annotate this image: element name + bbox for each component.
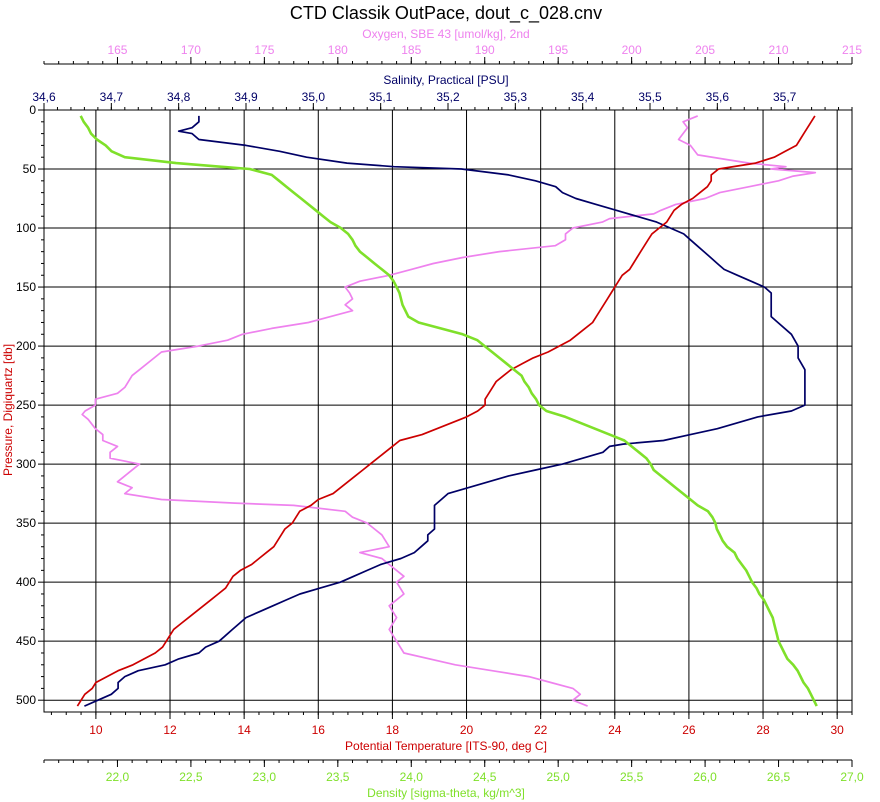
temperature-tick-label: 10 <box>89 723 103 737</box>
density-tick-label: 26,5 <box>767 770 791 784</box>
temperature-tick-label: 26 <box>682 723 696 737</box>
temperature-tick-label: 16 <box>312 723 326 737</box>
oxygen-tick-label: 205 <box>695 43 715 57</box>
data-series <box>76 115 818 707</box>
pressure-tick-label: 400 <box>16 575 36 589</box>
oxygen-tick-label: 170 <box>181 43 201 57</box>
density-tick-label: 24,0 <box>400 770 424 784</box>
density-tick-label: 24,5 <box>473 770 497 784</box>
temperature-axis-title: Potential Temperature [ITS-90, deg C] <box>345 739 547 753</box>
oxygen-tick-label: 190 <box>475 43 495 57</box>
density-axis-title: Density [sigma-theta, kg/m^3] <box>367 786 525 800</box>
temperature-tick-label: 24 <box>608 723 622 737</box>
oxygen-tick-label: 165 <box>107 43 127 57</box>
pressure-tick-label: 200 <box>16 339 36 353</box>
chart-title: CTD Classik OutPace, dout_c_028.cnv <box>290 3 602 24</box>
pressure-tick-label: 250 <box>16 398 36 412</box>
density-tick-label: 25,0 <box>547 770 571 784</box>
pressure-tick-label: 50 <box>23 162 37 176</box>
oxygen-tick-label: 200 <box>622 43 642 57</box>
density-tick-label: 22,0 <box>106 770 130 784</box>
axes <box>38 57 853 767</box>
salinity-tick-label: 35,0 <box>302 90 326 104</box>
salinity-tick-label: 35,7 <box>773 90 797 104</box>
oxygen-tick-label: 210 <box>769 43 789 57</box>
temperature-tick-label: 22 <box>534 723 548 737</box>
temperature-tick-label: 28 <box>756 723 770 737</box>
density-tick-label: 23,0 <box>253 770 277 784</box>
salinity-axis-title: Salinity, Practical [PSU] <box>383 73 508 87</box>
oxygen-tick-label: 185 <box>401 43 421 57</box>
pressure-tick-label: 300 <box>16 457 36 471</box>
temperature-tick-label: 14 <box>237 723 251 737</box>
pressure-tick-label: 500 <box>16 693 36 707</box>
salinity-profile-line <box>84 115 806 707</box>
oxygen-tick-label: 175 <box>254 43 274 57</box>
pressure-tick-label: 100 <box>16 221 36 235</box>
salinity-tick-label: 34,9 <box>234 90 258 104</box>
density-tick-label: 22,5 <box>179 770 203 784</box>
pressure-tick-label: 350 <box>16 516 36 530</box>
salinity-tick-label: 35,5 <box>638 90 662 104</box>
temperature-profile-line <box>76 115 816 707</box>
temperature-tick-label: 30 <box>830 723 844 737</box>
density-tick-label: 26,0 <box>693 770 717 784</box>
density-tick-label: 25,5 <box>620 770 644 784</box>
oxygen-tick-label: 215 <box>842 43 862 57</box>
pressure-tick-label: 150 <box>16 280 36 294</box>
oxygen-tick-label: 180 <box>328 43 348 57</box>
pressure-tick-label: 0 <box>29 103 36 117</box>
density-tick-label: 27,0 <box>840 770 864 784</box>
grid-lines <box>44 110 852 712</box>
oxygen-axis-title: Oxygen, SBE 43 [umol/kg], 2nd <box>362 27 529 41</box>
pressure-axis-title: Pressure, Digiquartz [db] <box>1 344 15 476</box>
tick-labels: 0 50 100 150 200 250 300 350 400 450 500 165 170 175 1… <box>16 43 864 784</box>
salinity-tick-label: 35,3 <box>504 90 528 104</box>
pressure-tick-label: 450 <box>16 634 36 648</box>
temperature-tick-label: 18 <box>386 723 400 737</box>
salinity-tick-label: 34,6 <box>32 90 56 104</box>
salinity-tick-label: 35,4 <box>571 90 595 104</box>
salinity-tick-label: 34,7 <box>100 90 124 104</box>
density-profile-line <box>79 115 818 707</box>
salinity-tick-label: 35,1 <box>369 90 393 104</box>
salinity-tick-label: 35,2 <box>436 90 460 104</box>
oxygen-tick-label: 195 <box>548 43 568 57</box>
density-tick-label: 23,5 <box>326 770 350 784</box>
oxygen-profile-line <box>81 115 817 707</box>
temperature-tick-label: 12 <box>163 723 177 737</box>
temperature-tick-label: 20 <box>460 723 474 737</box>
salinity-tick-label: 34,8 <box>167 90 191 104</box>
salinity-tick-label: 35,6 <box>706 90 730 104</box>
